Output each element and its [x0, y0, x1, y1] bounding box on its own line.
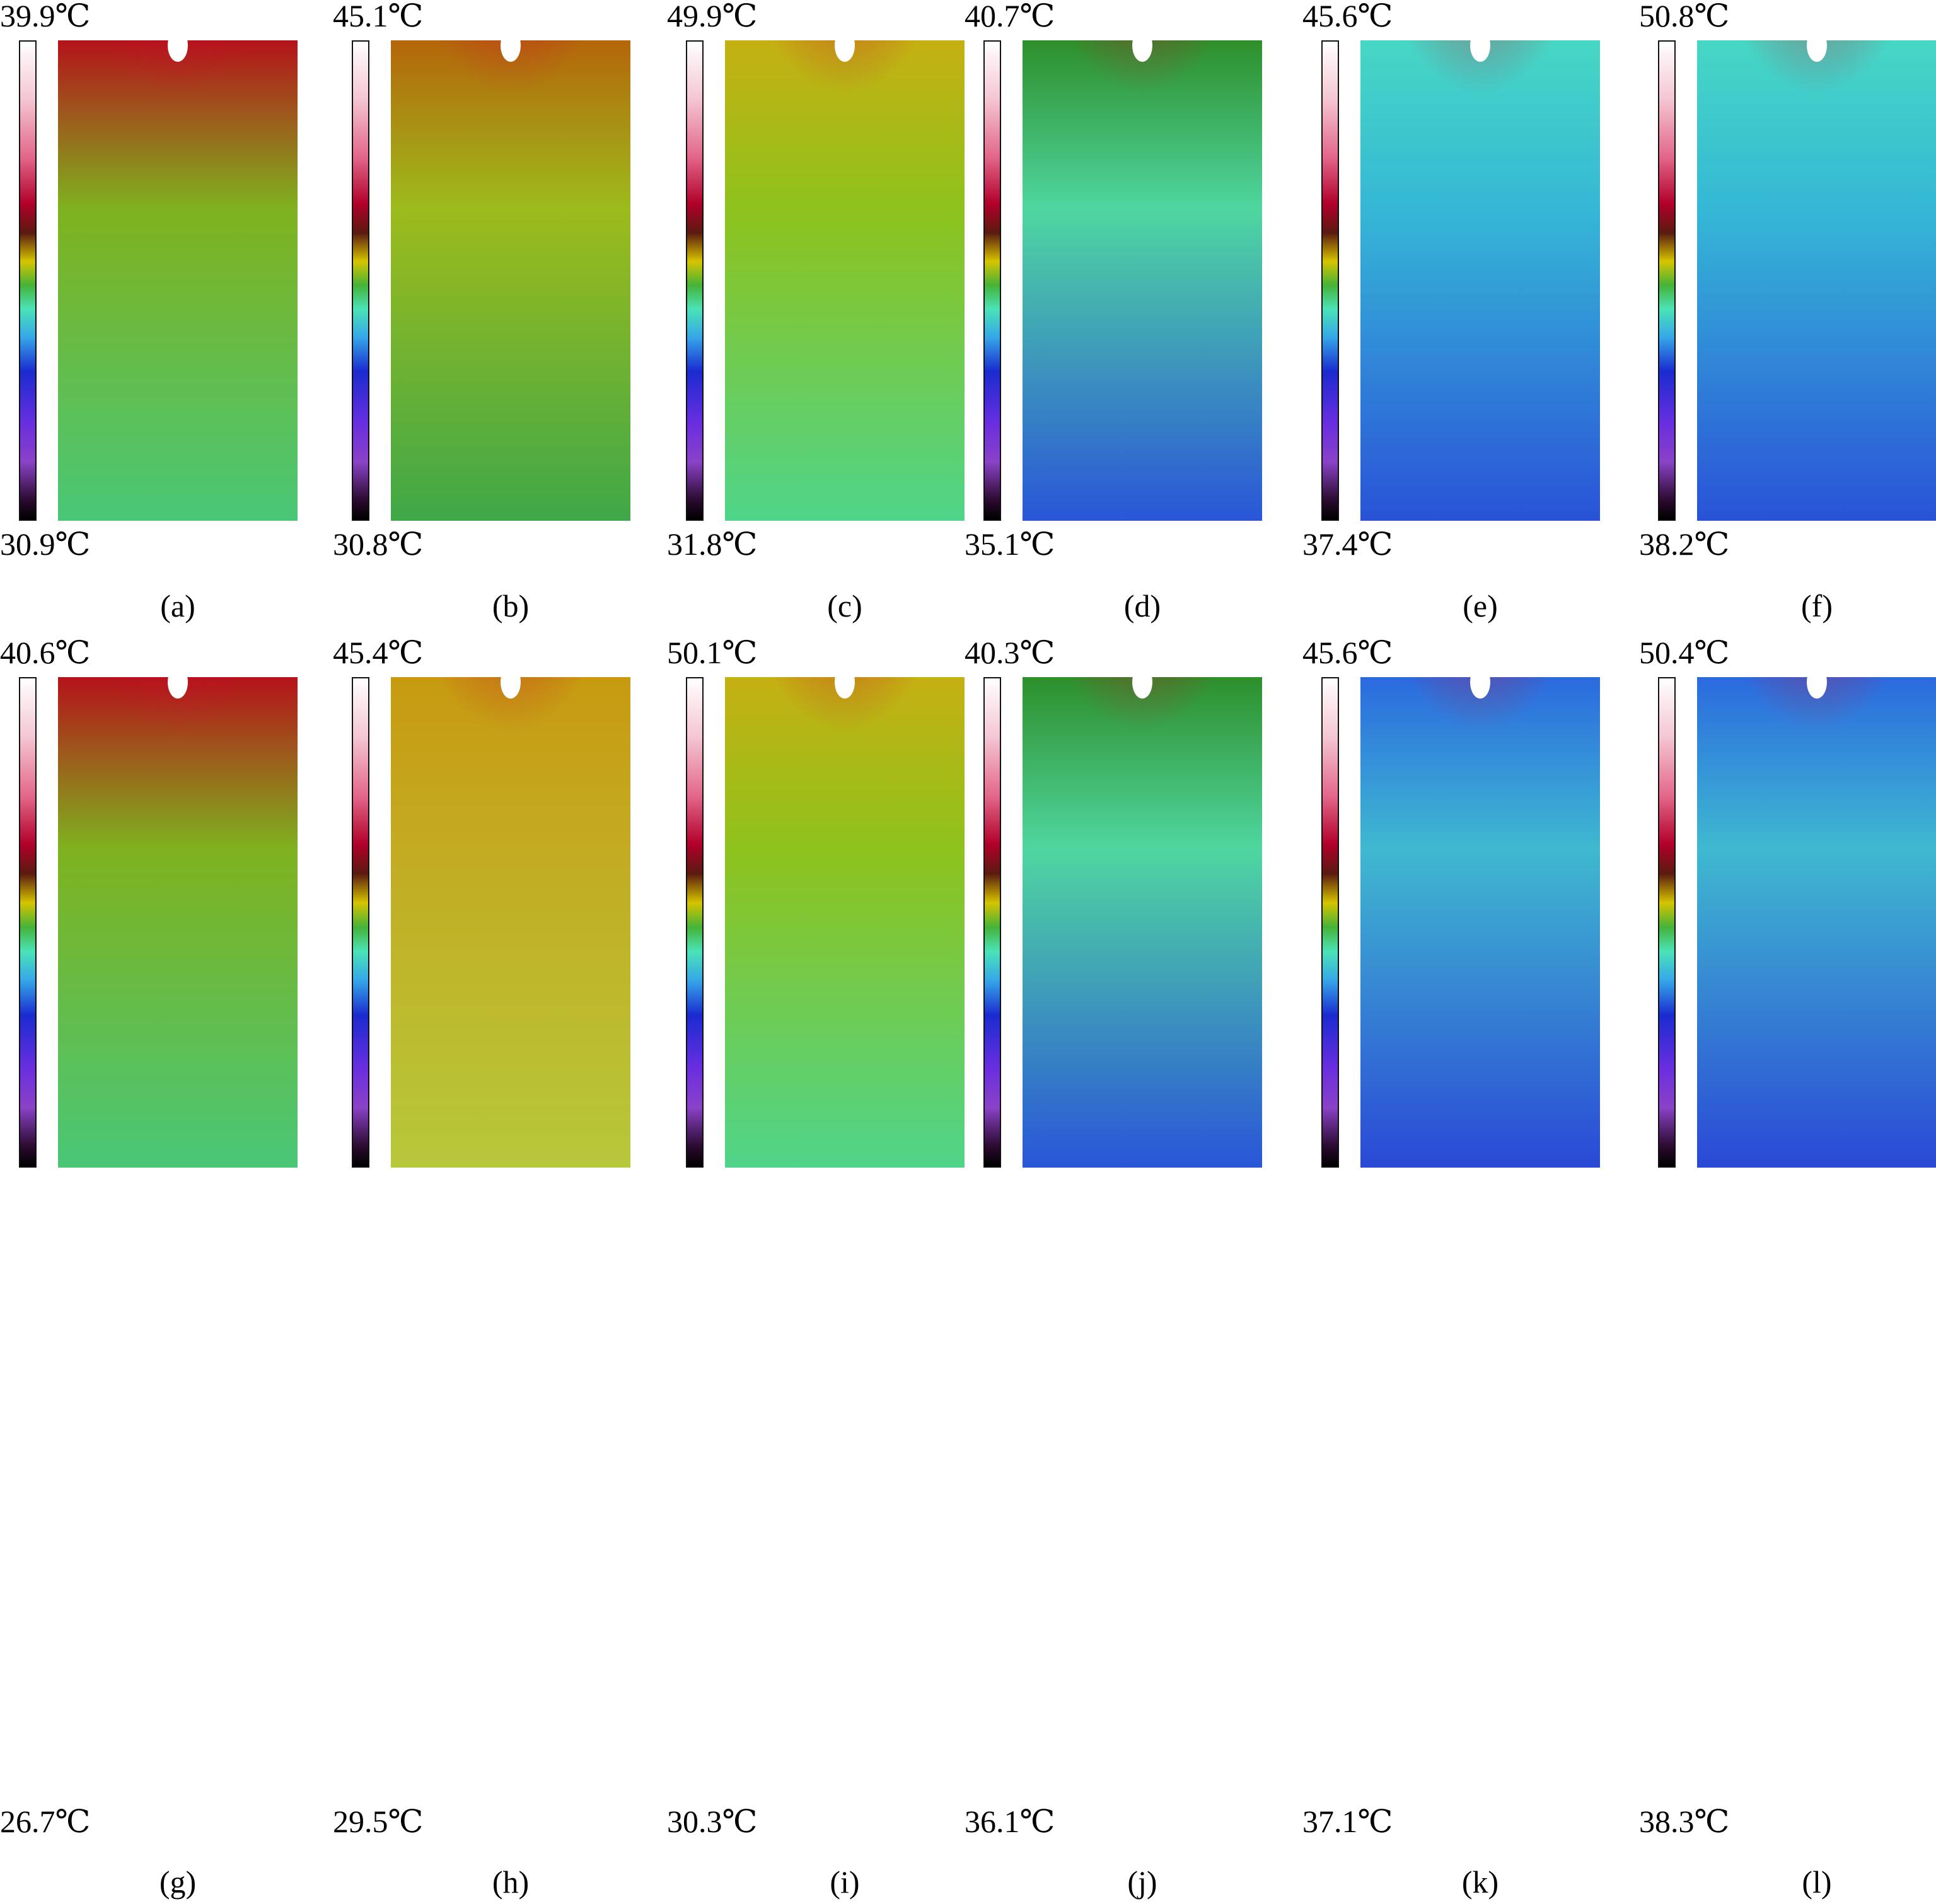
color-scale-bar — [1658, 677, 1676, 1168]
max-temperature-label: 45.4℃ — [333, 635, 424, 670]
max-temperature-label: 39.9℃ — [0, 0, 91, 33]
min-temperature-label: 30.9℃ — [0, 526, 91, 562]
min-temperature-label: 38.2℃ — [1639, 526, 1730, 562]
panel-label: (b) — [492, 588, 530, 624]
min-temperature-label: 37.1℃ — [1302, 1804, 1393, 1839]
thermal-panel: 40.3℃ 36.1℃ (j) — [965, 637, 1292, 1904]
thermal-image — [1697, 40, 1936, 521]
thermal-panel: 45.6℃ 37.1℃ (k) — [1302, 637, 1630, 1904]
min-temperature-label: 30.3℃ — [667, 1804, 758, 1839]
panel-label: (c) — [827, 588, 862, 624]
panel-label: (i) — [830, 1864, 860, 1900]
color-scale-bar — [352, 40, 369, 521]
thermal-image — [58, 677, 298, 1168]
max-temperature-label: 40.7℃ — [965, 0, 1055, 33]
color-scale-bar — [686, 40, 704, 521]
color-scale-bar — [983, 677, 1001, 1168]
max-temperature-label: 45.6℃ — [1302, 0, 1393, 33]
max-temperature-label: 50.4℃ — [1639, 635, 1730, 670]
thermal-image — [725, 40, 965, 521]
panel-label: (k) — [1461, 1864, 1499, 1900]
color-scale-bar — [1321, 677, 1339, 1168]
min-temperature-label: 30.8℃ — [333, 526, 424, 562]
panel-label: (j) — [1127, 1864, 1157, 1900]
min-temperature-label: 37.4℃ — [1302, 526, 1393, 562]
thermal-panel: 40.7℃ 35.1℃ (d) — [965, 0, 1292, 628]
thermal-image — [1023, 40, 1262, 521]
thermal-panel: 40.6℃ 26.7℃ (g) — [0, 637, 328, 1904]
thermal-panel: 50.4℃ 38.3℃ (l) — [1639, 637, 1936, 1904]
thermal-image — [391, 40, 630, 521]
thermal-image — [1360, 40, 1600, 521]
thermal-panel: 49.9℃ 31.8℃ (c) — [667, 0, 995, 628]
max-temperature-label: 40.3℃ — [965, 635, 1055, 670]
panel-label: (h) — [492, 1864, 530, 1900]
thermal-panel: 45.1℃ 30.8℃ (b) — [333, 0, 661, 628]
color-scale-bar — [1321, 40, 1339, 521]
min-temperature-label: 38.3℃ — [1639, 1804, 1730, 1839]
max-temperature-label: 49.9℃ — [667, 0, 758, 33]
panel-label: (f) — [1801, 588, 1833, 624]
min-temperature-label: 29.5℃ — [333, 1804, 424, 1839]
min-temperature-label: 36.1℃ — [965, 1804, 1055, 1839]
max-temperature-label: 40.6℃ — [0, 635, 91, 670]
thermal-panel: 50.8℃ 38.2℃ (f) — [1639, 0, 1936, 628]
max-temperature-label: 50.8℃ — [1639, 0, 1730, 33]
min-temperature-label: 35.1℃ — [965, 526, 1055, 562]
panel-label: (g) — [159, 1864, 197, 1900]
panel-label: (e) — [1463, 588, 1498, 624]
color-scale-bar — [983, 40, 1001, 521]
panel-label: (a) — [160, 588, 195, 624]
thermal-image — [58, 40, 298, 521]
thermal-image — [1360, 677, 1600, 1168]
max-temperature-label: 45.6℃ — [1302, 635, 1393, 670]
thermal-panel: 39.9℃ 30.9℃ (a) — [0, 0, 328, 628]
min-temperature-label: 26.7℃ — [0, 1804, 91, 1839]
thermal-image — [1023, 677, 1262, 1168]
thermal-panel: 45.6℃ 37.4℃ (e) — [1302, 0, 1630, 628]
min-temperature-label: 31.8℃ — [667, 526, 758, 562]
panel-label: (l) — [1802, 1864, 1832, 1900]
thermal-image — [391, 677, 630, 1168]
thermal-panel: 50.1℃ 30.3℃ (i) — [667, 637, 995, 1904]
panel-label: (d) — [1123, 588, 1161, 624]
color-scale-bar — [686, 677, 704, 1168]
color-scale-bar — [19, 677, 37, 1168]
thermal-image — [1697, 677, 1936, 1168]
max-temperature-label: 50.1℃ — [667, 635, 758, 670]
max-temperature-label: 45.1℃ — [333, 0, 424, 33]
thermal-panel: 45.4℃ 29.5℃ (h) — [333, 637, 661, 1904]
thermal-image — [725, 677, 965, 1168]
color-scale-bar — [19, 40, 37, 521]
color-scale-bar — [1658, 40, 1676, 521]
color-scale-bar — [352, 677, 369, 1168]
